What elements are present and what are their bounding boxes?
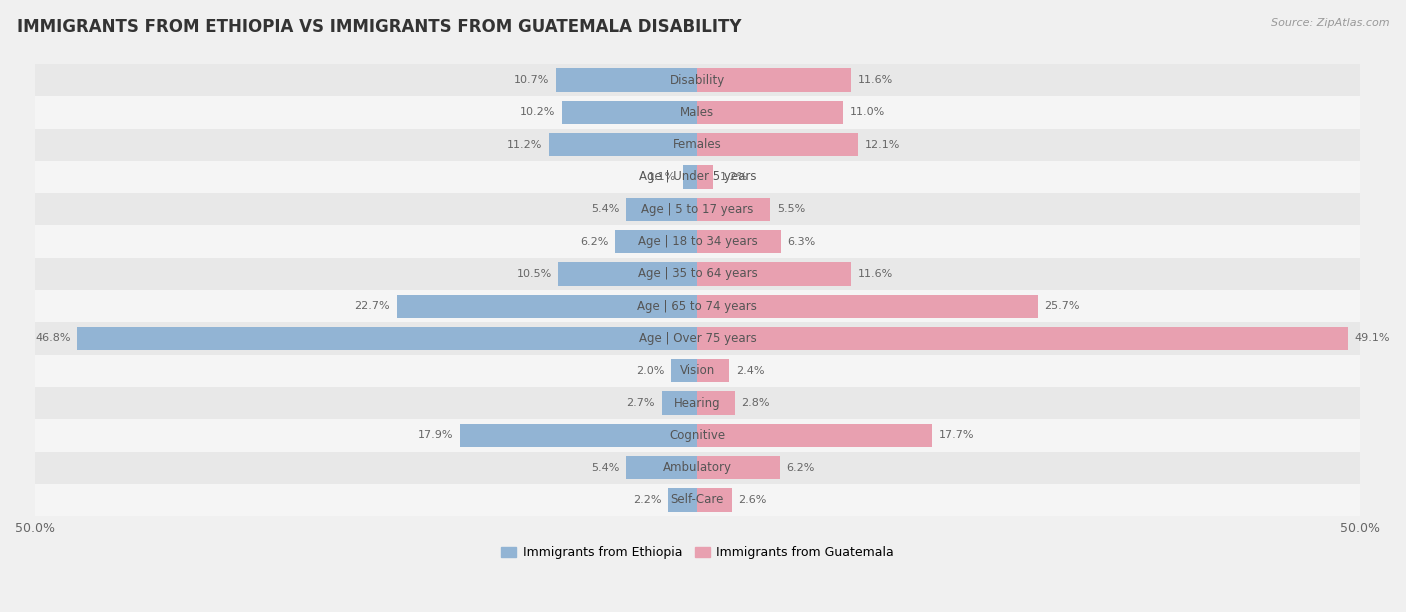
Bar [671, 359, 697, 382]
Bar [77, 327, 697, 350]
Text: Age | 35 to 64 years: Age | 35 to 64 years [637, 267, 758, 280]
Bar [555, 69, 697, 92]
Bar [35, 225, 1360, 258]
Text: 2.4%: 2.4% [735, 366, 765, 376]
Bar [697, 165, 713, 188]
Bar [35, 64, 1360, 96]
Text: 12.1%: 12.1% [865, 140, 900, 150]
Text: Age | 65 to 74 years: Age | 65 to 74 years [637, 300, 758, 313]
Bar [35, 161, 1360, 193]
Bar [562, 101, 697, 124]
Text: Age | Under 5 years: Age | Under 5 years [638, 171, 756, 184]
Text: Age | 18 to 34 years: Age | 18 to 34 years [637, 235, 758, 248]
Bar [35, 452, 1360, 484]
Text: 11.6%: 11.6% [858, 75, 893, 85]
Text: 5.4%: 5.4% [591, 204, 619, 214]
Text: Age | Over 75 years: Age | Over 75 years [638, 332, 756, 345]
Bar [697, 230, 780, 253]
Text: 25.7%: 25.7% [1045, 301, 1080, 311]
Bar [396, 294, 697, 318]
Bar [626, 198, 697, 221]
Bar [35, 323, 1360, 354]
Text: 2.7%: 2.7% [627, 398, 655, 408]
Text: Females: Females [673, 138, 721, 151]
Text: 10.5%: 10.5% [516, 269, 551, 279]
Bar [697, 488, 733, 512]
Bar [35, 96, 1360, 129]
Bar [35, 193, 1360, 225]
Text: 22.7%: 22.7% [354, 301, 389, 311]
Text: 2.8%: 2.8% [741, 398, 769, 408]
Text: 10.7%: 10.7% [513, 75, 550, 85]
Bar [697, 133, 858, 156]
Text: Self-Care: Self-Care [671, 493, 724, 507]
Bar [668, 488, 697, 512]
Text: 2.2%: 2.2% [633, 495, 662, 505]
Text: 2.0%: 2.0% [636, 366, 664, 376]
Text: 1.2%: 1.2% [720, 172, 748, 182]
Text: Cognitive: Cognitive [669, 429, 725, 442]
Text: 46.8%: 46.8% [35, 334, 70, 343]
Text: Hearing: Hearing [673, 397, 721, 409]
Bar [35, 290, 1360, 323]
Bar [697, 263, 851, 286]
Bar [550, 133, 697, 156]
Bar [626, 456, 697, 479]
Text: 11.2%: 11.2% [508, 140, 543, 150]
Text: 2.6%: 2.6% [738, 495, 766, 505]
Bar [616, 230, 697, 253]
Bar [35, 419, 1360, 452]
Text: 49.1%: 49.1% [1354, 334, 1391, 343]
Bar [697, 424, 932, 447]
Bar [697, 101, 844, 124]
Text: 17.9%: 17.9% [418, 430, 454, 441]
Bar [697, 327, 1348, 350]
Text: IMMIGRANTS FROM ETHIOPIA VS IMMIGRANTS FROM GUATEMALA DISABILITY: IMMIGRANTS FROM ETHIOPIA VS IMMIGRANTS F… [17, 18, 741, 36]
Bar [697, 198, 770, 221]
Bar [697, 294, 1038, 318]
Bar [662, 392, 697, 415]
Legend: Immigrants from Ethiopia, Immigrants from Guatemala: Immigrants from Ethiopia, Immigrants fro… [496, 541, 898, 564]
Bar [35, 129, 1360, 161]
Bar [35, 484, 1360, 516]
Bar [558, 263, 697, 286]
Bar [697, 359, 730, 382]
Bar [35, 354, 1360, 387]
Bar [683, 165, 697, 188]
Text: 11.6%: 11.6% [858, 269, 893, 279]
Text: 11.0%: 11.0% [849, 107, 884, 118]
Bar [35, 387, 1360, 419]
Text: 1.1%: 1.1% [648, 172, 676, 182]
Text: 6.2%: 6.2% [786, 463, 814, 472]
Text: 10.2%: 10.2% [520, 107, 555, 118]
Text: Ambulatory: Ambulatory [664, 461, 733, 474]
Text: 6.2%: 6.2% [581, 237, 609, 247]
Text: 5.5%: 5.5% [778, 204, 806, 214]
Text: Age | 5 to 17 years: Age | 5 to 17 years [641, 203, 754, 216]
Bar [697, 456, 779, 479]
Text: Source: ZipAtlas.com: Source: ZipAtlas.com [1271, 18, 1389, 28]
Text: 17.7%: 17.7% [939, 430, 974, 441]
Bar [697, 69, 851, 92]
Bar [460, 424, 697, 447]
Text: Disability: Disability [669, 73, 725, 87]
Text: Vision: Vision [681, 364, 716, 377]
Bar [697, 392, 734, 415]
Text: 6.3%: 6.3% [787, 237, 815, 247]
Text: Males: Males [681, 106, 714, 119]
Bar [35, 258, 1360, 290]
Text: 5.4%: 5.4% [591, 463, 619, 472]
